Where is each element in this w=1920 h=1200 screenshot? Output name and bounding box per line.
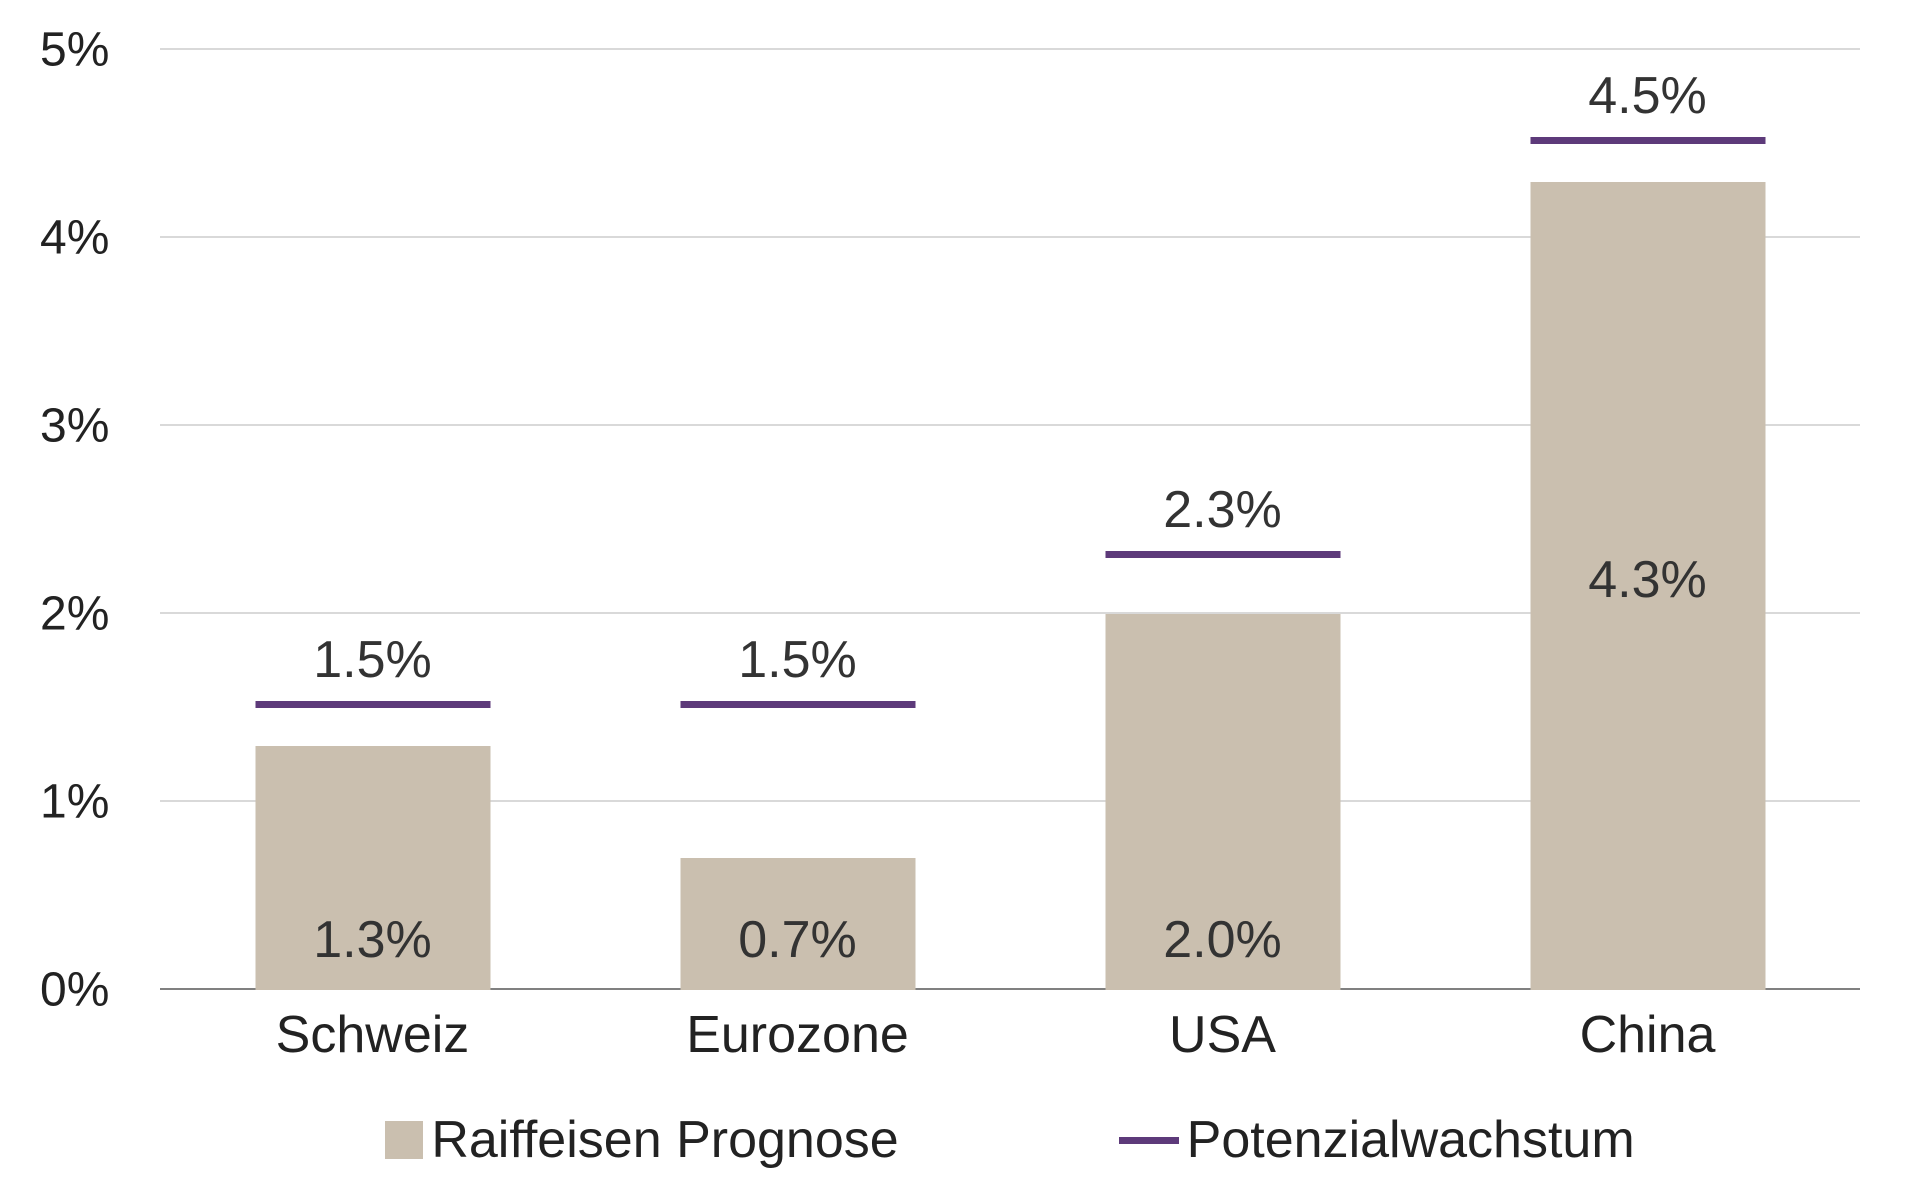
category-label: China: [1580, 1006, 1716, 1064]
ytick-3: 3%: [40, 399, 150, 454]
ytick-1: 1%: [40, 775, 150, 830]
growth-forecast-chart: 0% 1% 2% 3% 4% 5% 1.3% 1.5% 0.7% 1.5%: [40, 20, 1880, 1180]
legend-swatch-bar-icon: [385, 1121, 423, 1159]
legend-item-marker: Potenzialwachstum: [1119, 1110, 1635, 1170]
xtick-usa: USA: [1010, 1005, 1435, 1065]
marker-eurozone: [680, 701, 915, 708]
marker-value-label: 4.5%: [1588, 66, 1707, 126]
ytick-label: 0%: [40, 964, 109, 1017]
ytick-label: 1%: [40, 776, 109, 829]
category-label: Eurozone: [686, 1006, 909, 1064]
marker-value-label: 1.5%: [313, 630, 432, 690]
ytick-label: 5%: [40, 24, 109, 77]
ytick-0: 0%: [40, 963, 150, 1018]
legend: Raiffeisen Prognose Potenzialwachstum: [160, 1110, 1860, 1170]
marker-usa: [1105, 551, 1340, 558]
ytick-5: 5%: [40, 23, 150, 78]
marker-value-label: 2.3%: [1163, 480, 1282, 540]
legend-label: Raiffeisen Prognose: [431, 1110, 898, 1170]
gridline: [160, 48, 1860, 50]
bar-value-label: 2.0%: [1163, 910, 1282, 970]
marker-schweiz: [255, 701, 490, 708]
bar-value-label: 4.3%: [1588, 550, 1707, 610]
bar-china: 4.3%: [1530, 182, 1765, 990]
xtick-schweiz: Schweiz: [160, 1005, 585, 1065]
legend-label: Potenzialwachstum: [1187, 1110, 1635, 1170]
bar-value-label: 1.3%: [313, 910, 432, 970]
xtick-china: China: [1435, 1005, 1860, 1065]
bar-schweiz: 1.3%: [255, 746, 490, 990]
bar-usa: 2.0%: [1105, 614, 1340, 990]
category-label: USA: [1169, 1006, 1276, 1064]
marker-value-label: 1.5%: [738, 630, 857, 690]
bar-eurozone: 0.7%: [680, 858, 915, 990]
bar-value-label: 0.7%: [738, 910, 857, 970]
marker-china: [1530, 137, 1765, 144]
plot-area: 1.3% 1.5% 0.7% 1.5% 2.0% 2.3% 4.3%: [160, 50, 1860, 990]
ytick-label: 4%: [40, 212, 109, 265]
legend-item-bar: Raiffeisen Prognose: [385, 1110, 898, 1170]
category-label: Schweiz: [276, 1006, 470, 1064]
ytick-2: 2%: [40, 587, 150, 642]
ytick-label: 2%: [40, 588, 109, 641]
ytick-label: 3%: [40, 400, 109, 453]
xtick-eurozone: Eurozone: [585, 1005, 1010, 1065]
ytick-4: 4%: [40, 211, 150, 266]
legend-swatch-line-icon: [1119, 1137, 1179, 1144]
